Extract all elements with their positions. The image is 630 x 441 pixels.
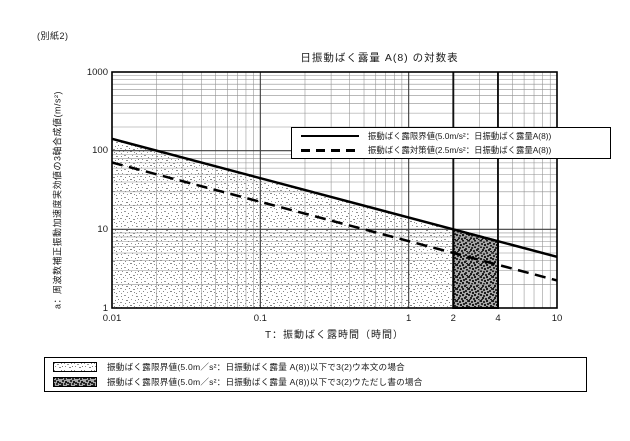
dashed-series-line bbox=[111, 161, 558, 282]
y-axis-label: a：周波数補正振動加速度実効値の3軸合成値(m/s²) bbox=[52, 90, 63, 310]
region-legend-label: 振動ばく露限界値(5.0m／s²：日振動ばく露量 A(8))以下で3(2)ウ本文… bbox=[107, 361, 405, 372]
legend-entry-action: 振動ばく露対策値(2.5m/s²：日振動ばく露量A(8)) bbox=[292, 143, 610, 157]
legend-entry-label: 振動ばく露対策値(2.5m/s²：日振動ばく露量A(8)) bbox=[368, 145, 552, 156]
plot-frame bbox=[111, 71, 558, 309]
light-stipple-swatch bbox=[53, 361, 97, 372]
region-legend-entry-main-text: 振動ばく露限界値(5.0m／s²：日振動ばく露量 A(8))以下で3(2)ウ本文… bbox=[45, 360, 586, 374]
solid-series-line bbox=[111, 137, 558, 259]
line-legend-box: 振動ばく露限界値(5.0m/s²：日振動ばく露量A(8)) 振動ばく露対策値(2… bbox=[291, 127, 611, 159]
x-tick-0.01: 0.01 bbox=[102, 313, 122, 324]
x-tick-10: 10 bbox=[551, 313, 563, 324]
limit-proviso-region bbox=[453, 229, 498, 308]
dark-stipple-swatch bbox=[53, 377, 97, 388]
x-tick-1: 1 bbox=[406, 313, 412, 324]
legend-entry-label: 振動ばく露限界値(5.0m/s²：日振動ばく露量A(8)) bbox=[368, 130, 552, 141]
y-tick-10: 10 bbox=[97, 223, 108, 235]
y-tick-100: 100 bbox=[92, 145, 108, 157]
region-legend-box: 振動ばく露限界値(5.0m／s²：日振動ばく露量 A(8))以下で3(2)ウ本文… bbox=[44, 357, 587, 392]
dashed-line-sample bbox=[301, 149, 359, 152]
x-tick-2: 2 bbox=[450, 313, 456, 324]
legend-entry-limit: 振動ばく露限界値(5.0m/s²：日振動ばく露量A(8)) bbox=[292, 129, 610, 143]
y-tick-1000: 1000 bbox=[86, 66, 108, 78]
limit-main-text-region bbox=[112, 138, 454, 308]
region-legend-entry-proviso: 振動ばく露限界値(5.0m／s²：日振動ばく露量 A(8))以下で3(2)ウただ… bbox=[45, 375, 586, 389]
chart-title: 日振動ばく露量 A(8) の対数表 bbox=[300, 52, 459, 64]
y-tick-1: 1 bbox=[102, 302, 108, 314]
x-tick-0.1: 0.1 bbox=[253, 313, 267, 324]
region-legend-label: 振動ばく露限界値(5.0m／s²：日振動ばく露量 A(8))以下で3(2)ウただ… bbox=[107, 377, 423, 388]
solid-line-sample bbox=[301, 134, 359, 137]
x-tick-4: 4 bbox=[495, 313, 501, 324]
x-axis-label: T：振動ばく露時間（時間） bbox=[264, 330, 405, 341]
attachment-note: (別紙2) bbox=[37, 31, 69, 41]
